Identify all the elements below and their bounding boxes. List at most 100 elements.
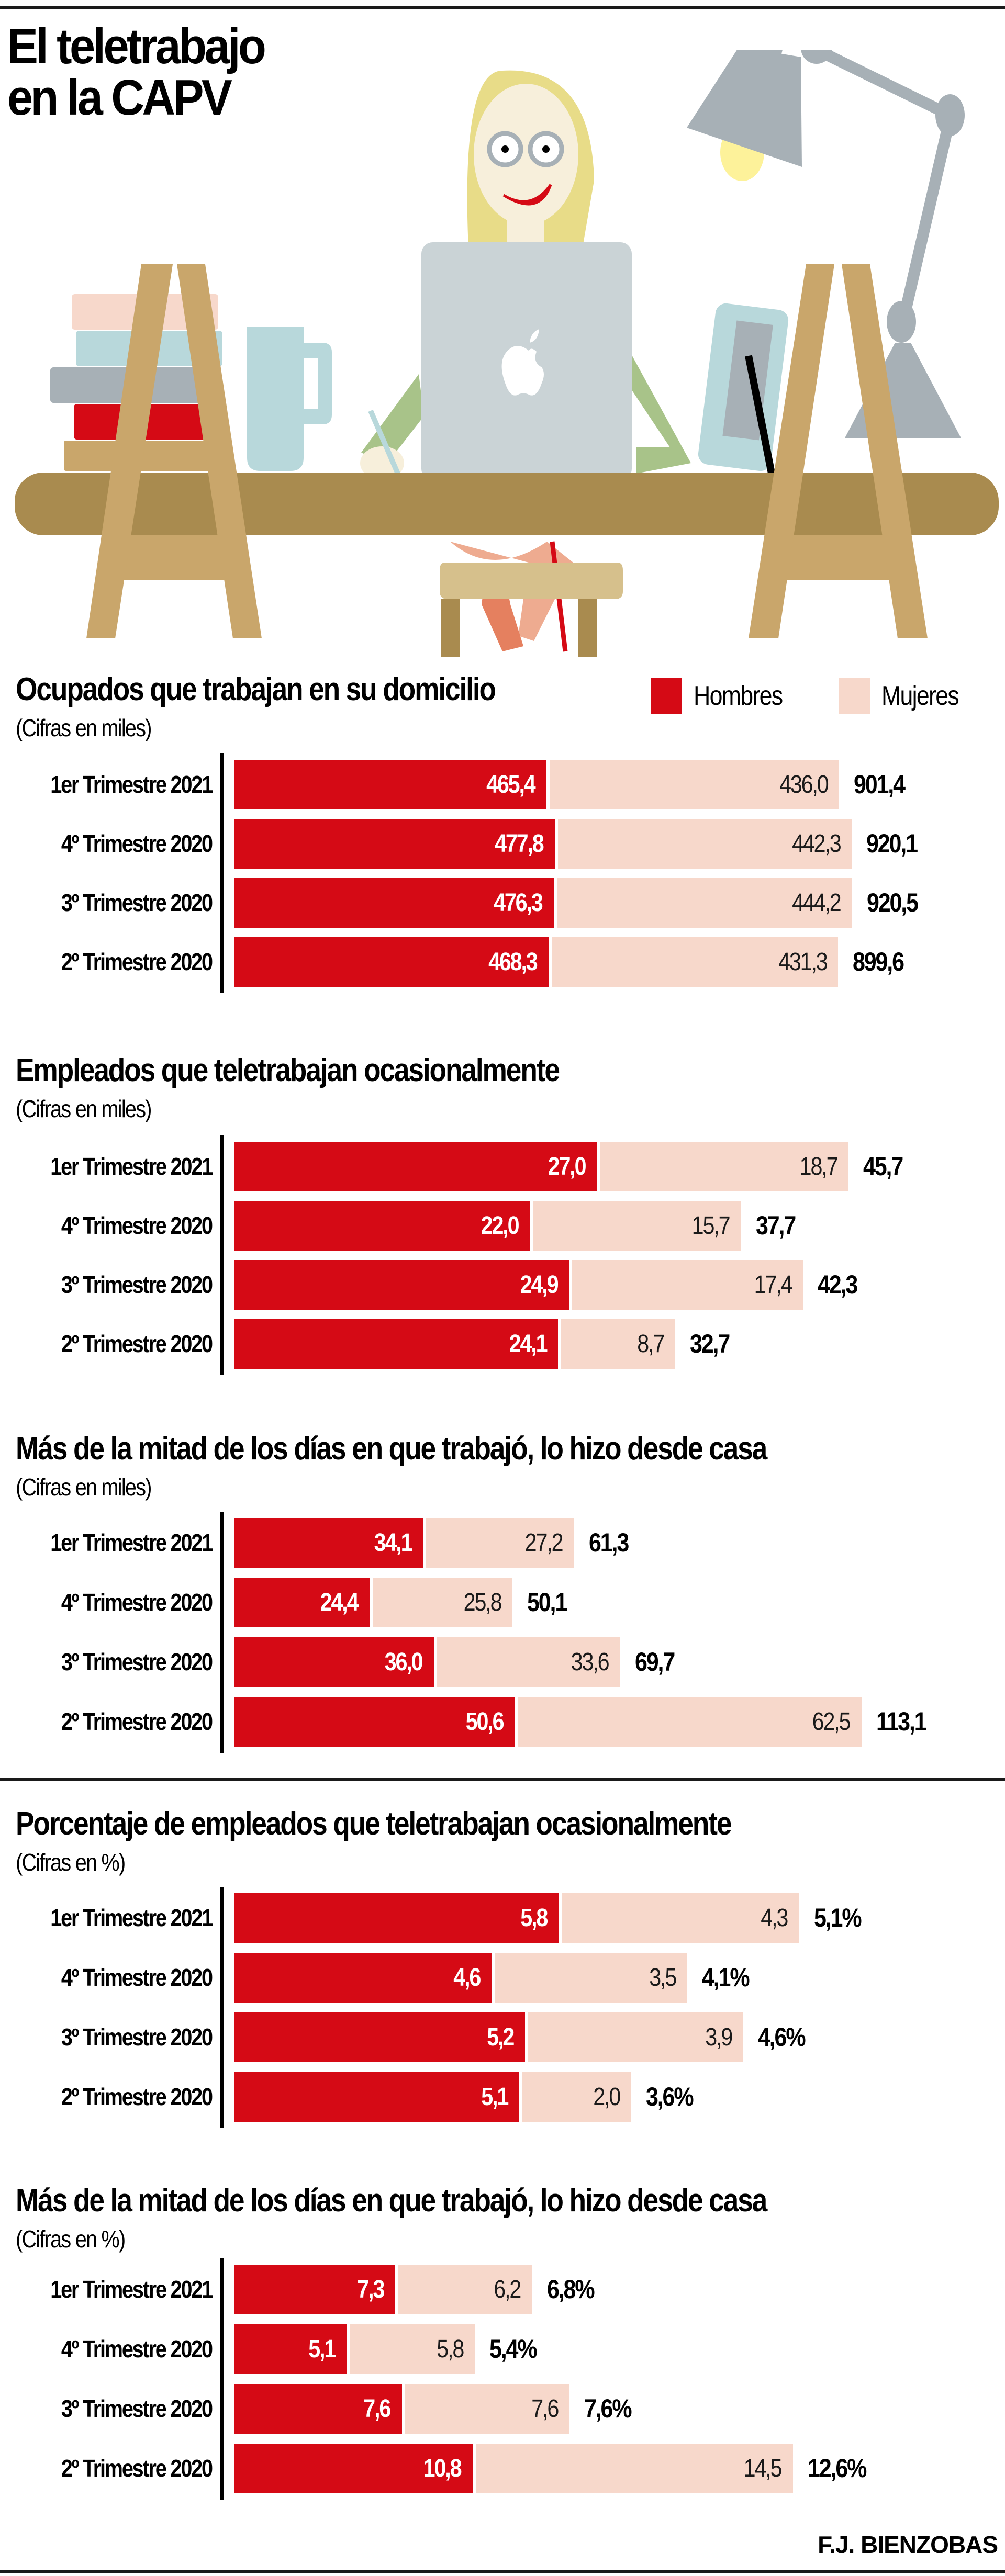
value-label-total-text: 5,4% (489, 2334, 538, 2364)
bar-mujeres (426, 1518, 574, 1568)
value-label-mujeres-text: 436,0 (779, 771, 829, 798)
bar-mujeres (405, 2384, 570, 2434)
value-label-mujeres-text: 8,7 (636, 1330, 665, 1358)
value-label-mujeres: 27,2 (426, 1518, 564, 1568)
value-label-hombres: 27,0 (234, 1142, 587, 1191)
value-label-hombres: 477,8 (234, 819, 544, 869)
legend-label-mujeres: Mujeres (881, 681, 959, 711)
value-label-total: 61,3 (589, 1518, 634, 1568)
legend-swatch-mujeres (838, 678, 870, 714)
bar-mujeres (572, 1260, 803, 1310)
value-label-hombres: 24,9 (234, 1260, 559, 1310)
category-label: 3º Trimestre 2020 (0, 1637, 213, 1687)
value-label-total-text: 7,6% (584, 2394, 632, 2423)
value-label-hombres: 5,2 (234, 2012, 515, 2062)
category-label: 1er Trimestre 2021 (0, 1142, 213, 1191)
value-label-mujeres-text: 2,0 (593, 2083, 621, 2111)
value-label-total-text: 4,6% (757, 2022, 806, 2052)
category-label-text: 2º Trimestre 2020 (61, 1708, 213, 1735)
category-label: 1er Trimestre 2021 (0, 1893, 213, 1943)
value-label-total: 50,1 (527, 1578, 573, 1627)
value-label-total-text: 45,7 (863, 1152, 903, 1181)
bar-hombres (234, 2324, 347, 2374)
value-label-hombres: 34,1 (234, 1518, 413, 1568)
category-label-text: 2º Trimestre 2020 (61, 2083, 213, 2110)
chart-porcentaje-teletrabajan: Porcentaje de empleados que teletrabajan… (0, 1805, 1005, 2140)
bar-hombres (234, 760, 547, 809)
value-label-hombres: 50,6 (234, 1697, 505, 1747)
category-label-text: 2º Trimestre 2020 (61, 2455, 213, 2482)
chart-mitad-dias-porcentaje: Más de la mitad de los días en que traba… (0, 2182, 1005, 2517)
bar-hombres (234, 2265, 396, 2314)
bar-hombres (234, 1319, 559, 1369)
value-label-mujeres-text: 7,6 (531, 2395, 559, 2423)
section-divider (0, 1778, 1005, 1781)
bar-row: 1er Trimestre 2021 5,8 4,3 5,1% (0, 1893, 1005, 1943)
value-label-mujeres: 18,7 (600, 1142, 839, 1191)
value-label-hombres-text: 7,3 (357, 2276, 385, 2303)
category-label: 1er Trimestre 2021 (0, 760, 213, 809)
category-label-text: 3º Trimestre 2020 (61, 2395, 213, 2422)
bar-mujeres (522, 2072, 631, 2122)
legend: Hombres Mujeres (651, 677, 976, 715)
value-label-mujeres: 17,4 (572, 1260, 792, 1310)
bar-mujeres (494, 1953, 687, 2003)
value-label-total-text: 37,7 (755, 1211, 796, 1240)
value-label-total-text: 42,3 (818, 1270, 858, 1299)
illustration (15, 50, 999, 657)
bar-mujeres (437, 1637, 620, 1687)
legend-swatch-hombres (651, 678, 682, 714)
chart-subtitle: (Cifras en miles) (16, 1473, 152, 1501)
bar-hombres (234, 1893, 559, 1943)
value-label-total-text: 5,1% (813, 1903, 862, 1932)
category-label: 2º Trimestre 2020 (0, 937, 213, 987)
value-label-hombres-text: 5,2 (486, 2023, 515, 2051)
laptop-icon (421, 242, 632, 480)
value-label-hombres: 7,3 (234, 2265, 385, 2314)
value-label-mujeres-text: 33,6 (571, 1648, 610, 1676)
bar-row: 1er Trimestre 2021 27,0 18,7 45,7 (0, 1142, 1005, 1191)
value-label-hombres: 5,1 (234, 2324, 336, 2374)
value-label-mujeres: 7,6 (405, 2384, 559, 2434)
value-label-total-text: 3,6% (645, 2082, 694, 2111)
value-label-mujeres: 431,3 (552, 937, 828, 987)
value-label-hombres-text: 476,3 (494, 889, 544, 917)
category-label: 2º Trimestre 2020 (0, 2444, 213, 2493)
value-label-total: 5,1% (814, 1893, 868, 1943)
category-label-text: 4º Trimestre 2020 (61, 1589, 213, 1616)
main-title: El teletrabajo en la CAPV (7, 21, 266, 123)
value-label-total: 32,7 (690, 1319, 735, 1369)
value-label-hombres-text: 24,9 (520, 1271, 559, 1299)
bar-hombres (234, 878, 554, 928)
value-label-mujeres: 8,7 (561, 1319, 665, 1369)
category-label: 1er Trimestre 2021 (0, 1518, 213, 1568)
bar-mujeres (558, 819, 852, 869)
value-label-mujeres: 14,5 (476, 2444, 783, 2493)
value-label-total-text: 899,6 (853, 947, 904, 976)
value-label-mujeres-text: 442,3 (791, 830, 842, 858)
bar-row: 1er Trimestre 2021 34,1 27,2 61,3 (0, 1518, 1005, 1568)
bar-row: 4º Trimestre 2020 477,8 442,3 920,1 (0, 819, 1005, 869)
value-label-hombres: 22,0 (234, 1201, 520, 1251)
category-label-text: 1er Trimestre 2021 (50, 1904, 213, 1931)
chart-subtitle: (Cifras en miles) (16, 1095, 152, 1122)
bar-hombres (234, 1260, 569, 1310)
bar-hombres (234, 2012, 525, 2062)
value-label-hombres: 7,6 (234, 2384, 392, 2434)
chart-mitad-dias-miles: Más de la mitad de los días en que traba… (0, 1430, 1005, 1765)
value-label-total: 901,4 (854, 760, 913, 809)
category-label-text: 3º Trimestre 2020 (61, 889, 213, 916)
chart-title: Más de la mitad de los días en que traba… (16, 1431, 767, 1467)
value-label-total: 69,7 (635, 1637, 680, 1687)
bar-mujeres (518, 1697, 862, 1747)
bar-mujeres (561, 1319, 675, 1369)
bar-mujeres (600, 1142, 849, 1191)
value-label-hombres: 5,1 (234, 2072, 509, 2122)
value-label-total: 899,6 (853, 937, 912, 987)
category-label: 1er Trimestre 2021 (0, 2265, 213, 2314)
category-label: 4º Trimestre 2020 (0, 819, 213, 869)
value-label-hombres-text: 50,6 (465, 1708, 505, 1736)
category-label-text: 4º Trimestre 2020 (61, 2335, 213, 2363)
bar-hombres (234, 2444, 473, 2493)
chart-subtitle: (Cifras en miles) (16, 714, 152, 741)
